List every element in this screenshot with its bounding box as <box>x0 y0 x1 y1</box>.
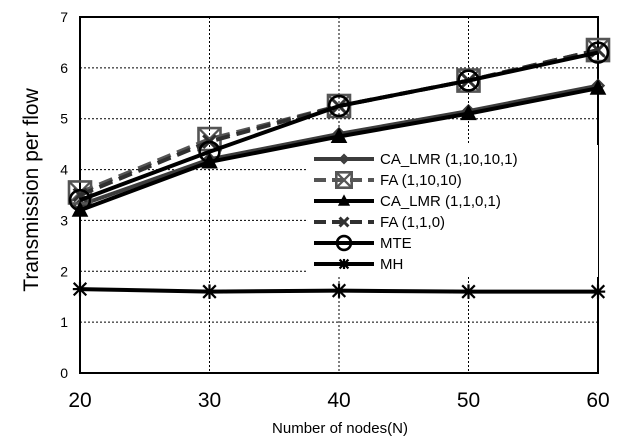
legend-marker-square <box>334 171 353 190</box>
x-tick-label: 40 <box>327 389 350 412</box>
legend-marker-triangle <box>337 194 351 206</box>
y-tick-label: 4 <box>60 162 68 178</box>
legend-label: FA (1,1,0) <box>380 214 445 231</box>
x-axis-title: Number of nodes(N) <box>272 420 408 437</box>
legend-label: CA_LMR (1,10,10,1) <box>380 151 518 168</box>
legend-marker-diamond <box>338 153 350 165</box>
legend-label: FA (1,10,10) <box>380 172 462 189</box>
data-point-star <box>461 284 476 299</box>
legend-label: MTE <box>380 235 412 252</box>
data-point-triangle <box>330 127 348 144</box>
y-tick-label: 1 <box>60 314 68 330</box>
data-point-circle <box>586 41 610 64</box>
legend-marker-star <box>338 258 350 270</box>
y-axis-ticks: 0 1 2 3 4 5 6 7 <box>60 9 68 381</box>
series-layer <box>67 37 611 299</box>
legend: CA_LMR (1,10,10,1) FA (1,10,10) CA_LMR (1,… <box>308 145 598 277</box>
data-point-triangle <box>589 79 607 95</box>
data-point-star <box>202 284 217 299</box>
y-tick-label: 3 <box>60 212 68 228</box>
x-tick-label: 60 <box>586 389 609 412</box>
y-tick-label: 7 <box>60 9 68 25</box>
y-axis-title: Transmission per flow <box>20 87 43 291</box>
x-tick-label: 30 <box>198 389 221 412</box>
data-point-triangle <box>460 104 477 121</box>
legend-label: MH <box>380 256 403 273</box>
x-axis-ticks: 20 30 40 50 60 <box>68 389 609 412</box>
y-tick-label: 6 <box>60 60 68 76</box>
data-point-circle <box>198 140 221 163</box>
series-line-4 <box>79 50 599 202</box>
data-point-star <box>331 283 347 298</box>
legend-box <box>308 145 598 277</box>
data-point-star <box>72 281 88 297</box>
legend-label: CA_LMR (1,1,0,1) <box>380 193 501 210</box>
y-tick-label: 0 <box>60 365 68 381</box>
x-tick-label: 50 <box>457 389 480 412</box>
data-point-circle <box>457 69 480 92</box>
data-point-circle <box>327 94 351 118</box>
data-point-star <box>590 284 606 299</box>
data-point-circle <box>68 188 92 212</box>
y-tick-label: 5 <box>60 111 68 127</box>
y-tick-label: 2 <box>60 263 68 279</box>
legend-marker-circle <box>335 234 353 252</box>
x-tick-label: 20 <box>68 389 91 412</box>
legend-marker-x <box>338 216 350 228</box>
